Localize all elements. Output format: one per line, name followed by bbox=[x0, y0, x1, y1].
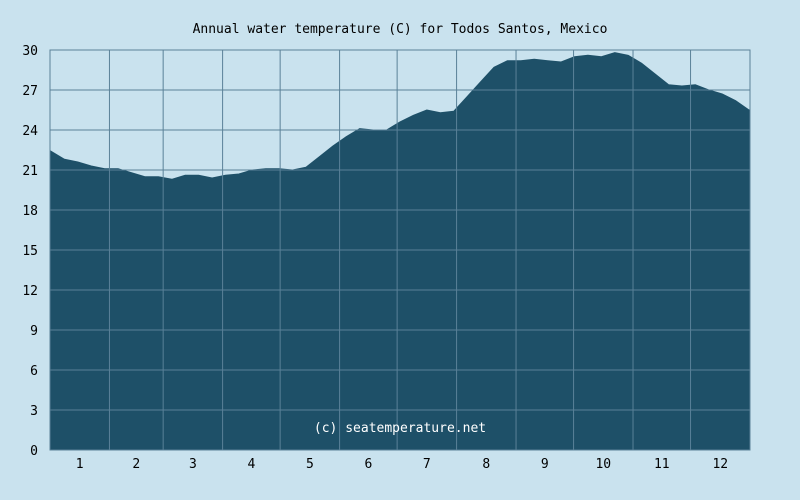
y-tick-label: 9 bbox=[30, 324, 38, 339]
x-tick-label: 2 bbox=[132, 457, 140, 472]
plot-area bbox=[49, 49, 751, 451]
x-tick-label: 7 bbox=[423, 457, 431, 472]
x-tick-label: 1 bbox=[76, 457, 84, 472]
watermark-label: (c) seatemperature.net bbox=[314, 421, 486, 436]
chart-title: Annual water temperature (C) for Todos S… bbox=[193, 22, 608, 37]
y-tick-label: 12 bbox=[22, 284, 38, 299]
x-tick-label: 11 bbox=[654, 457, 670, 472]
x-tick-label: 9 bbox=[541, 457, 549, 472]
x-tick-label: 5 bbox=[306, 457, 314, 472]
y-axis: 0 3 6 9 12 15 18 21 24 27 30 bbox=[22, 44, 38, 459]
y-tick-label: 6 bbox=[30, 364, 38, 379]
y-tick-label: 0 bbox=[30, 444, 38, 459]
x-tick-label: 10 bbox=[595, 457, 611, 472]
x-tick-label: 4 bbox=[247, 457, 255, 472]
x-tick-label: 12 bbox=[712, 457, 728, 472]
y-tick-label: 3 bbox=[30, 404, 38, 419]
y-tick-label: 15 bbox=[22, 244, 38, 259]
plot-border bbox=[49, 49, 751, 451]
x-tick-label: 3 bbox=[189, 457, 197, 472]
x-axis: 1 2 3 4 5 6 7 8 9 10 11 12 bbox=[76, 457, 728, 472]
y-tick-label: 27 bbox=[22, 84, 38, 99]
y-tick-label: 21 bbox=[22, 164, 38, 179]
y-tick-label: 24 bbox=[22, 124, 38, 139]
x-tick-label: 8 bbox=[482, 457, 490, 472]
y-tick-label: 18 bbox=[22, 204, 38, 219]
y-tick-label: 30 bbox=[22, 44, 38, 59]
x-tick-label: 6 bbox=[364, 457, 372, 472]
